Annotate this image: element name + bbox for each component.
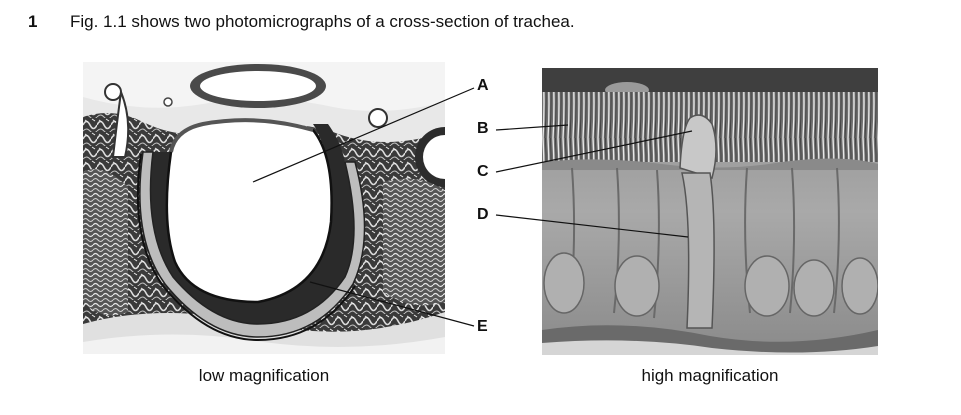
- label-e: E: [477, 318, 488, 335]
- caption-low-magnification: low magnification: [198, 366, 330, 385]
- epithelium-high-mag-image: [542, 68, 878, 355]
- label-d: D: [477, 206, 489, 223]
- high-magnification-photomicrograph: [542, 68, 878, 355]
- caption-high-magnification: high magnification: [641, 366, 779, 385]
- label-a: A: [477, 77, 489, 94]
- low-magnification-photomicrograph: [83, 62, 445, 354]
- question-text: Fig. 1.1 shows two photomicrographs of a…: [70, 12, 575, 31]
- question-number: 1: [28, 12, 38, 31]
- label-c: C: [477, 163, 489, 180]
- label-b: B: [477, 120, 489, 137]
- trachea-low-mag-image: [83, 62, 445, 354]
